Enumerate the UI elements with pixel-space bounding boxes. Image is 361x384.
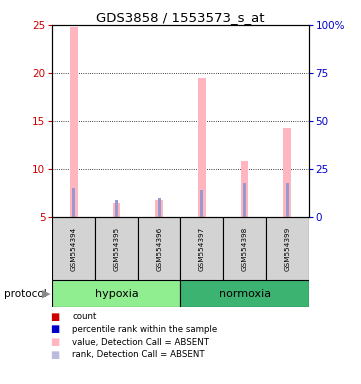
Text: percentile rank within the sample: percentile rank within the sample <box>72 325 217 334</box>
Text: count: count <box>72 312 97 321</box>
Bar <box>95 217 138 280</box>
Text: ▶: ▶ <box>42 289 50 299</box>
Bar <box>286 184 289 217</box>
Text: hypoxia: hypoxia <box>95 289 138 299</box>
Text: GSM554398: GSM554398 <box>242 227 248 271</box>
Bar <box>180 280 309 307</box>
Bar <box>52 217 95 280</box>
Bar <box>113 203 120 217</box>
Bar <box>52 280 180 307</box>
Bar <box>241 161 248 217</box>
Bar <box>243 184 246 217</box>
Bar <box>283 127 291 217</box>
Bar <box>223 217 266 280</box>
Text: rank, Detection Call = ABSENT: rank, Detection Call = ABSENT <box>72 350 205 359</box>
Text: protocol: protocol <box>4 289 46 299</box>
Bar <box>70 27 78 217</box>
Text: GSM554396: GSM554396 <box>156 227 162 271</box>
Text: GSM554394: GSM554394 <box>71 227 77 271</box>
Text: ■: ■ <box>51 350 60 360</box>
Bar <box>155 200 163 217</box>
Text: normoxia: normoxia <box>218 289 271 299</box>
Text: ■: ■ <box>51 312 60 322</box>
Bar <box>200 190 203 217</box>
Title: GDS3858 / 1553573_s_at: GDS3858 / 1553573_s_at <box>96 11 265 24</box>
Text: ■: ■ <box>51 337 60 347</box>
Text: GSM554399: GSM554399 <box>284 227 290 271</box>
Text: GSM554397: GSM554397 <box>199 227 205 271</box>
Bar <box>138 217 180 280</box>
Bar <box>72 188 75 217</box>
Text: ■: ■ <box>51 324 60 334</box>
Text: value, Detection Call = ABSENT: value, Detection Call = ABSENT <box>72 338 209 347</box>
Text: GSM554395: GSM554395 <box>113 227 119 271</box>
Bar <box>158 198 161 217</box>
Bar <box>115 200 118 217</box>
Bar <box>198 78 206 217</box>
Bar <box>180 217 223 280</box>
Bar <box>266 217 309 280</box>
